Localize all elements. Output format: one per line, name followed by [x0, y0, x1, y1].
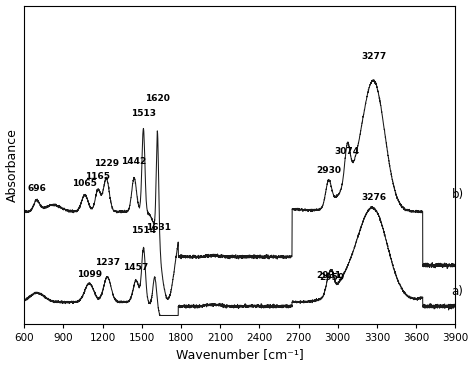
Text: 1513: 1513 [131, 109, 156, 118]
Text: 1442: 1442 [121, 157, 147, 166]
Text: 3276: 3276 [361, 193, 386, 201]
Text: 1229: 1229 [94, 159, 119, 168]
Text: 1514: 1514 [131, 226, 156, 235]
Text: b): b) [451, 188, 464, 201]
Text: 1631: 1631 [146, 223, 171, 232]
Text: 1237: 1237 [95, 258, 120, 267]
Text: 2959: 2959 [320, 273, 345, 282]
Text: 1165: 1165 [85, 172, 110, 181]
Text: 2931: 2931 [316, 271, 341, 280]
Text: 3277: 3277 [361, 52, 386, 61]
Text: 2930: 2930 [316, 166, 341, 175]
Text: a): a) [451, 285, 463, 298]
Text: 1065: 1065 [73, 179, 97, 188]
Text: 3074: 3074 [335, 147, 360, 156]
X-axis label: Wavenumber [cm⁻¹]: Wavenumber [cm⁻¹] [176, 348, 303, 361]
Text: 696: 696 [27, 184, 46, 193]
Text: 1620: 1620 [145, 94, 170, 103]
Y-axis label: Absorbance: Absorbance [6, 128, 18, 201]
Text: 1457: 1457 [123, 263, 149, 272]
Text: 1099: 1099 [77, 270, 102, 279]
